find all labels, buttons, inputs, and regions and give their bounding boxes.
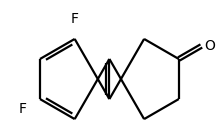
Text: O: O — [205, 39, 216, 53]
Text: F: F — [19, 102, 27, 116]
Text: F: F — [71, 12, 79, 26]
